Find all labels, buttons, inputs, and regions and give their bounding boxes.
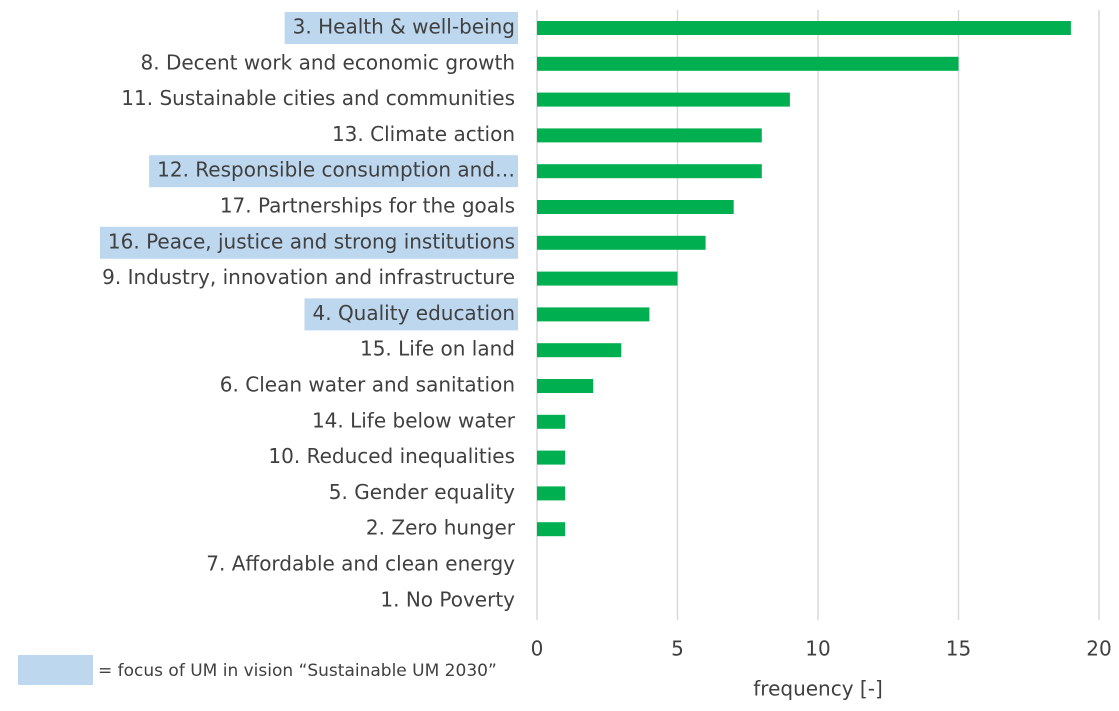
legend-swatch [18, 655, 93, 685]
y-tick-label: 1. No Poverty [380, 587, 515, 611]
highlight-box [99, 226, 518, 259]
highlight-box [304, 298, 518, 331]
y-tick-label: 12. Responsible consumption and… [157, 158, 515, 182]
x-axis-label: frequency [-] [753, 677, 883, 701]
bar [537, 235, 706, 250]
bar [537, 379, 594, 393]
x-tick-label: 20 [1086, 637, 1111, 661]
y-tick-label: 8. Decent work and economic growth [141, 50, 516, 74]
y-tick-label: 7. Affordable and clean energy [206, 552, 515, 576]
y-tick-label: 5. Gender equality [329, 480, 515, 504]
y-tick-label: 16. Peace, justice and strong institutio… [108, 229, 515, 253]
highlight-box [284, 12, 518, 44]
y-tick-label: 4. Quality education [313, 301, 516, 325]
x-tick-label: 10 [805, 637, 830, 661]
y-tick-label: 17. Partnerships for the goals [220, 194, 515, 218]
y-tick-label: 13. Climate action [332, 122, 515, 146]
y-tick-label: 9. Industry, innovation and infrastructu… [102, 265, 515, 289]
bar [537, 414, 566, 429]
y-tick-label: 6. Clean water and sanitation [220, 373, 515, 397]
y-tick-label: 15. Life on land [360, 337, 515, 361]
bar [537, 271, 678, 286]
bar [537, 128, 762, 143]
bar [537, 92, 790, 107]
bar [537, 200, 734, 214]
bar [537, 522, 566, 537]
highlight-layer [99, 12, 518, 331]
y-tick-label: 14. Life below water [312, 408, 516, 432]
legend-note: = focus of UM in vision “Sustainable UM … [98, 661, 497, 681]
highlight-box [149, 155, 518, 188]
y-tick-label: 2. Zero hunger [366, 516, 516, 540]
x-tick-label: 15 [946, 637, 971, 661]
x-tick-label: 0 [531, 637, 544, 661]
x-tick-label: 5 [671, 637, 684, 661]
y-tick-label: 3. Health & well-being [293, 15, 515, 39]
y-tick-label: 10. Reduced inequalities [268, 444, 515, 468]
y-tick-label: 11. Sustainable cities and communities [121, 86, 515, 110]
bar [537, 307, 650, 322]
bar [537, 450, 566, 465]
bar [537, 343, 622, 358]
bar [537, 21, 1071, 35]
bar [537, 164, 762, 179]
bar [537, 486, 566, 501]
bar [537, 56, 959, 71]
